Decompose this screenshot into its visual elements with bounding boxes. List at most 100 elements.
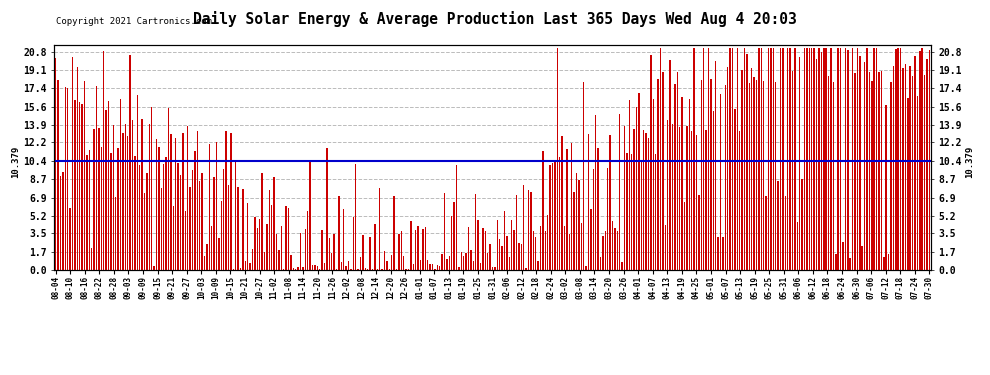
Bar: [861, 246, 863, 270]
Bar: [401, 231, 402, 270]
Bar: [881, 71, 882, 270]
Bar: [792, 71, 793, 270]
Bar: [172, 206, 174, 270]
Bar: [194, 151, 196, 270]
Text: Daily Solar Energy & Average Production Last 365 Days Wed Aug 4 20:03: Daily Solar Energy & Average Production …: [193, 11, 797, 27]
Bar: [105, 110, 107, 270]
Bar: [180, 175, 181, 270]
Bar: [484, 231, 486, 270]
Bar: [715, 61, 717, 270]
Bar: [477, 220, 479, 270]
Bar: [847, 50, 848, 270]
Bar: [155, 139, 157, 270]
Bar: [59, 176, 61, 270]
Bar: [622, 262, 623, 270]
Bar: [206, 244, 208, 270]
Bar: [268, 190, 270, 270]
Bar: [698, 195, 700, 270]
Bar: [103, 51, 104, 270]
Bar: [317, 266, 318, 270]
Bar: [664, 225, 666, 270]
Bar: [444, 194, 446, 270]
Bar: [929, 50, 931, 270]
Bar: [864, 63, 865, 270]
Bar: [868, 72, 870, 270]
Bar: [240, 268, 242, 270]
Bar: [216, 142, 217, 270]
Bar: [835, 254, 837, 270]
Bar: [86, 155, 87, 270]
Bar: [797, 222, 798, 270]
Bar: [134, 156, 136, 270]
Bar: [314, 265, 316, 270]
Bar: [610, 135, 611, 270]
Bar: [684, 202, 685, 270]
Bar: [538, 261, 539, 270]
Bar: [900, 48, 901, 270]
Bar: [76, 67, 78, 270]
Bar: [350, 269, 351, 270]
Bar: [233, 269, 234, 270]
Bar: [497, 219, 498, 270]
Bar: [924, 75, 926, 270]
Bar: [455, 165, 457, 270]
Bar: [917, 96, 918, 270]
Bar: [504, 211, 505, 270]
Bar: [389, 269, 390, 270]
Bar: [54, 58, 56, 270]
Bar: [468, 227, 469, 270]
Bar: [247, 203, 248, 270]
Bar: [691, 131, 692, 270]
Bar: [614, 228, 616, 270]
Bar: [439, 266, 441, 270]
Bar: [573, 192, 575, 270]
Bar: [408, 269, 409, 270]
Bar: [740, 132, 741, 270]
Bar: [876, 48, 877, 270]
Bar: [907, 98, 909, 270]
Bar: [249, 263, 250, 270]
Bar: [71, 57, 73, 270]
Bar: [386, 261, 388, 270]
Bar: [590, 209, 592, 270]
Bar: [679, 128, 680, 270]
Bar: [641, 161, 643, 270]
Bar: [588, 134, 589, 270]
Bar: [93, 129, 95, 270]
Bar: [831, 48, 832, 270]
Bar: [647, 138, 649, 270]
Bar: [597, 148, 599, 270]
Bar: [811, 48, 813, 270]
Bar: [531, 192, 532, 270]
Bar: [492, 267, 493, 270]
Bar: [64, 87, 66, 270]
Bar: [667, 120, 668, 270]
Bar: [823, 48, 825, 270]
Bar: [329, 238, 330, 270]
Bar: [326, 148, 328, 270]
Bar: [751, 68, 752, 270]
Bar: [254, 217, 255, 270]
Bar: [746, 54, 747, 270]
Bar: [182, 133, 183, 270]
Bar: [84, 81, 85, 270]
Bar: [271, 205, 272, 270]
Bar: [470, 250, 471, 270]
Bar: [710, 79, 712, 270]
Bar: [659, 48, 661, 270]
Bar: [732, 48, 734, 270]
Bar: [624, 126, 626, 270]
Bar: [74, 100, 75, 270]
Bar: [62, 172, 63, 270]
Bar: [108, 101, 109, 270]
Bar: [137, 95, 138, 270]
Bar: [696, 135, 697, 270]
Bar: [487, 253, 488, 270]
Bar: [418, 226, 419, 270]
Bar: [634, 129, 635, 270]
Bar: [139, 165, 141, 270]
Bar: [148, 124, 150, 270]
Bar: [725, 85, 726, 270]
Bar: [777, 182, 779, 270]
Bar: [833, 82, 835, 270]
